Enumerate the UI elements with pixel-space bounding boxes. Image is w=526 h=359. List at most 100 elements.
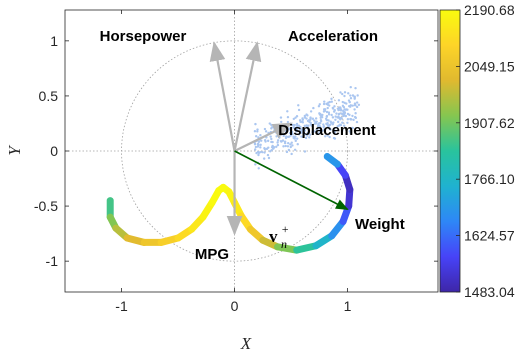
scatter-point (269, 135, 272, 138)
colorbar-tick-label: 1766.10 (464, 171, 515, 187)
scatter-point (293, 126, 296, 130)
scatter-point (346, 118, 350, 121)
scatter-point (301, 118, 305, 121)
scatter-point (321, 129, 324, 132)
y-axis-ticks: 1 0.5 0 -0.5 -1 (34, 33, 438, 269)
scatter-point (346, 112, 350, 116)
scatter-point (334, 118, 337, 121)
scatter-point (355, 105, 359, 109)
scatter-point (286, 145, 290, 148)
scatter-point (355, 101, 359, 104)
scatter-point (333, 131, 337, 134)
scatter-point (280, 140, 283, 143)
scatter-point (343, 91, 347, 94)
scatter-point (300, 128, 303, 131)
x-axis-title: X (240, 334, 252, 353)
scatter-point (341, 129, 344, 132)
scatter-point (347, 99, 351, 102)
scatter-point (283, 140, 287, 143)
loading-vectors (209, 41, 349, 236)
scatter-point (294, 139, 297, 143)
scatter-point (305, 113, 308, 116)
scatter-point (335, 112, 338, 115)
loading-vector (233, 41, 262, 152)
scatter-point (349, 85, 352, 89)
scatter-point (256, 142, 260, 146)
scatter-point (337, 115, 340, 118)
scatter-point (325, 110, 329, 114)
scatter-point (253, 143, 257, 146)
scatter-point (319, 122, 322, 125)
x-axis-ticks: -1 0 1 (115, 10, 352, 314)
y-tick-label: 1 (50, 33, 58, 49)
scatter-point (334, 115, 337, 118)
scatter-point (307, 119, 311, 122)
scatter-point (295, 122, 299, 126)
scatter-point (317, 123, 320, 126)
scatter-point (324, 135, 327, 138)
scatter-point (303, 114, 307, 118)
loading-vector (209, 41, 236, 152)
scatter-point (313, 119, 316, 122)
scatter-point (349, 118, 353, 121)
scatter-point (325, 118, 329, 122)
scatter-point (303, 124, 306, 128)
scatter-point (287, 148, 291, 152)
scatter-point (305, 124, 308, 127)
colorbar-tick-label: 1907.62 (464, 115, 515, 131)
scatter-point (254, 163, 257, 166)
scatter-point (293, 148, 297, 152)
scatter-point (341, 121, 344, 124)
scatter-point (341, 100, 344, 104)
scatter-point (346, 121, 349, 124)
scatter-point (353, 97, 356, 100)
projection-vector (234, 150, 349, 211)
colorbar-tick-label: 2049.15 (464, 58, 515, 74)
scatter-point (313, 122, 317, 125)
scatter-point (339, 109, 343, 112)
scatter-point (297, 108, 301, 112)
scatter-point (323, 100, 326, 103)
scatter-point (286, 141, 290, 145)
scatter-point (256, 145, 260, 148)
scatter-point (254, 135, 258, 138)
variable-label: MPG (195, 246, 229, 263)
scatter-point (348, 104, 351, 108)
scatter-point (344, 114, 348, 118)
variable-label: Displacement (278, 122, 376, 139)
variable-label: Weight (355, 216, 405, 233)
scatter-point (272, 147, 275, 150)
scatter-point (305, 117, 308, 120)
scatter-point (312, 106, 315, 110)
scatter-point (284, 144, 287, 148)
scatter-point (341, 104, 345, 108)
scatter-point (294, 135, 297, 138)
scatter-point (311, 117, 315, 120)
scatter-point (262, 157, 266, 160)
scatter-point (263, 151, 266, 154)
scatter-point (257, 140, 261, 144)
scatter-point (316, 125, 320, 128)
scatter-point (346, 108, 349, 111)
y-tick-label: 0.5 (39, 88, 59, 104)
scatter-point (295, 128, 298, 131)
scatter-point (317, 105, 321, 108)
scatter-point (295, 130, 298, 133)
scatter-point (276, 141, 279, 144)
scatter-point (255, 151, 258, 155)
scatter-point (295, 115, 299, 118)
scatter-point (292, 117, 296, 121)
scatter-point (299, 125, 302, 129)
scatter-point (308, 136, 311, 139)
scatter-point (356, 94, 359, 97)
scatter-point (290, 152, 293, 156)
scatter-point (264, 140, 267, 143)
scatter-point (276, 139, 280, 142)
scatter-point (318, 129, 321, 132)
projection-vector-label: v + n (269, 222, 289, 251)
curve-segment (323, 153, 341, 168)
scatter-point (318, 103, 321, 106)
scatter-point (294, 116, 297, 119)
scatter-point (333, 105, 336, 108)
scatter-point (305, 134, 309, 137)
